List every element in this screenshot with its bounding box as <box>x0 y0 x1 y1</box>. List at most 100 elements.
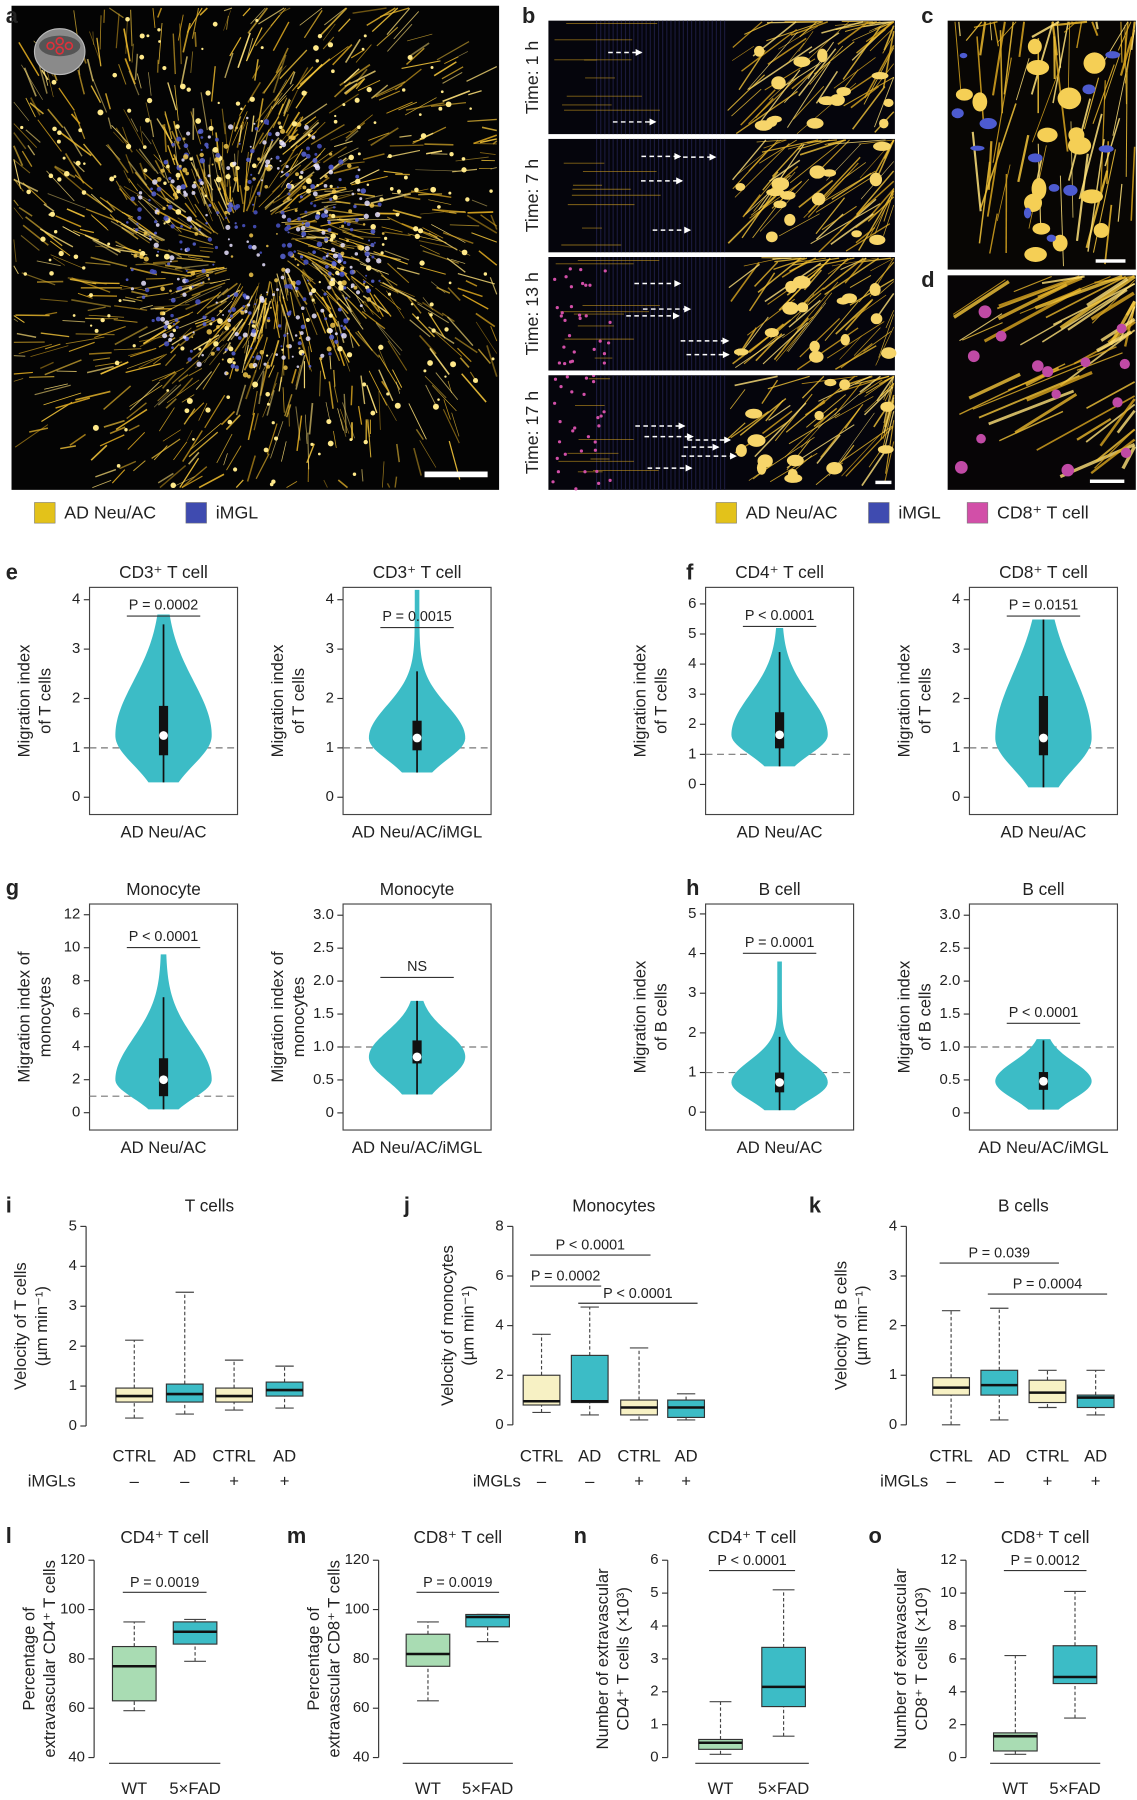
neurite <box>328 224 364 240</box>
panel-letter: a <box>6 3 19 28</box>
neurite <box>1015 58 1030 101</box>
microglia <box>378 279 381 283</box>
microglia <box>246 240 249 243</box>
t-cell <box>569 285 574 289</box>
neurite <box>1045 275 1127 319</box>
neurite <box>176 126 191 155</box>
x-tick-label: WT <box>1002 1779 1028 1798</box>
x-tick-label: AD Neu/AC/iMGL <box>352 822 482 841</box>
cell-body <box>252 381 259 388</box>
microglia <box>366 255 369 258</box>
neurite <box>381 380 390 392</box>
neurite <box>263 66 283 94</box>
cell-body <box>370 224 376 230</box>
neurite <box>179 281 221 287</box>
neurite <box>283 98 291 114</box>
neurite <box>158 22 163 64</box>
microglia <box>324 174 328 179</box>
neurite <box>18 41 40 77</box>
group-label: + <box>634 1472 644 1491</box>
neurite <box>797 139 830 150</box>
y-axis-label: monocytes <box>35 977 54 1057</box>
microglia <box>308 364 312 368</box>
neurite <box>108 7 124 19</box>
neurite <box>191 282 226 297</box>
neurite <box>389 144 424 147</box>
neurite <box>289 71 296 85</box>
x-tick-label: CTRL <box>113 1446 156 1465</box>
cell-body <box>955 88 973 101</box>
cell-body <box>227 357 233 364</box>
neurite <box>748 46 813 91</box>
neurite <box>297 252 333 267</box>
neurite <box>481 126 497 132</box>
neurite <box>864 383 894 413</box>
neurite <box>13 371 33 375</box>
microglia <box>170 297 176 303</box>
neurite <box>158 154 169 184</box>
t-cell <box>553 377 558 381</box>
panel-letter: d <box>921 267 934 292</box>
microglia <box>290 280 296 286</box>
t-cell <box>571 429 575 433</box>
neurite <box>407 33 433 42</box>
microglia <box>199 181 204 186</box>
neurite <box>118 64 127 85</box>
neurite <box>1090 438 1136 475</box>
neurite <box>375 321 403 352</box>
neurite <box>774 393 813 442</box>
microglia <box>259 295 264 301</box>
neurite <box>245 147 253 183</box>
microglia <box>247 179 252 185</box>
cell-body <box>217 101 220 105</box>
microglia <box>354 252 359 256</box>
neurite <box>133 460 146 472</box>
chart-title: T cells <box>185 1195 234 1215</box>
microglia <box>291 135 296 141</box>
cell-body <box>97 109 104 116</box>
t-cell <box>568 267 572 271</box>
microglia <box>311 313 317 319</box>
microglia <box>215 301 218 304</box>
neurite <box>835 300 872 335</box>
neurite <box>796 327 859 371</box>
neurite <box>845 223 891 252</box>
neurite <box>151 438 181 459</box>
neurite <box>141 131 152 145</box>
neurite <box>769 159 801 182</box>
cell-body <box>416 316 420 320</box>
neurite <box>114 326 148 346</box>
cell-body <box>373 121 377 125</box>
microglia <box>313 204 317 208</box>
t-cell <box>559 314 563 318</box>
microglia <box>151 318 155 323</box>
microglia <box>338 177 342 182</box>
microglia <box>156 186 162 192</box>
neurite <box>73 161 85 173</box>
microglia <box>959 52 968 59</box>
neurite <box>114 305 148 311</box>
neurite <box>127 160 148 186</box>
neurite <box>857 180 895 215</box>
neurite <box>131 290 148 296</box>
neurite <box>176 257 216 263</box>
microglia <box>170 224 175 229</box>
neurite <box>119 185 138 207</box>
neurite <box>94 326 126 339</box>
neurite <box>288 148 303 173</box>
cell-body <box>836 297 850 305</box>
neurite <box>875 326 895 366</box>
y-tick-label: 5 <box>69 1218 77 1234</box>
y-tick-label: 80 <box>68 1651 85 1667</box>
microglia <box>304 221 311 228</box>
microglia <box>262 140 267 145</box>
y-tick-label: 4 <box>69 1258 77 1274</box>
neurite <box>443 399 451 420</box>
neurite <box>1124 25 1127 105</box>
neurite <box>157 389 170 402</box>
y-tick-label: 0.5 <box>940 1072 961 1088</box>
cell-body <box>870 313 883 325</box>
neurite <box>767 37 807 66</box>
t-cell <box>555 305 559 310</box>
cell-body <box>26 189 31 195</box>
